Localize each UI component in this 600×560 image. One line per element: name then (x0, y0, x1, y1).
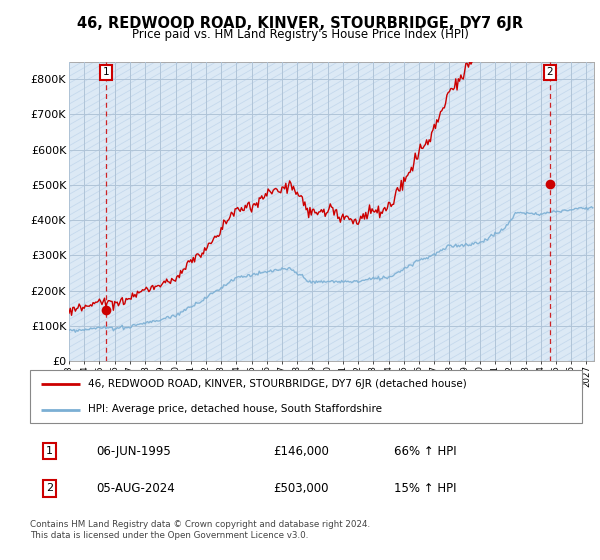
Text: 46, REDWOOD ROAD, KINVER, STOURBRIDGE, DY7 6JR (detached house): 46, REDWOOD ROAD, KINVER, STOURBRIDGE, D… (88, 380, 467, 390)
Text: 05-AUG-2024: 05-AUG-2024 (96, 482, 175, 495)
Text: Contains HM Land Registry data © Crown copyright and database right 2024.
This d: Contains HM Land Registry data © Crown c… (30, 520, 370, 540)
Text: £146,000: £146,000 (273, 445, 329, 458)
Text: 66% ↑ HPI: 66% ↑ HPI (394, 445, 457, 458)
FancyBboxPatch shape (30, 370, 582, 423)
Text: 15% ↑ HPI: 15% ↑ HPI (394, 482, 457, 495)
Text: 2: 2 (46, 483, 53, 493)
Text: Price paid vs. HM Land Registry's House Price Index (HPI): Price paid vs. HM Land Registry's House … (131, 28, 469, 41)
Text: 1: 1 (103, 67, 109, 77)
Text: £503,000: £503,000 (273, 482, 328, 495)
Text: 2: 2 (546, 67, 553, 77)
Text: HPI: Average price, detached house, South Staffordshire: HPI: Average price, detached house, Sout… (88, 404, 382, 414)
Text: 06-JUN-1995: 06-JUN-1995 (96, 445, 171, 458)
Text: 1: 1 (46, 446, 53, 456)
Text: 46, REDWOOD ROAD, KINVER, STOURBRIDGE, DY7 6JR: 46, REDWOOD ROAD, KINVER, STOURBRIDGE, D… (77, 16, 523, 31)
